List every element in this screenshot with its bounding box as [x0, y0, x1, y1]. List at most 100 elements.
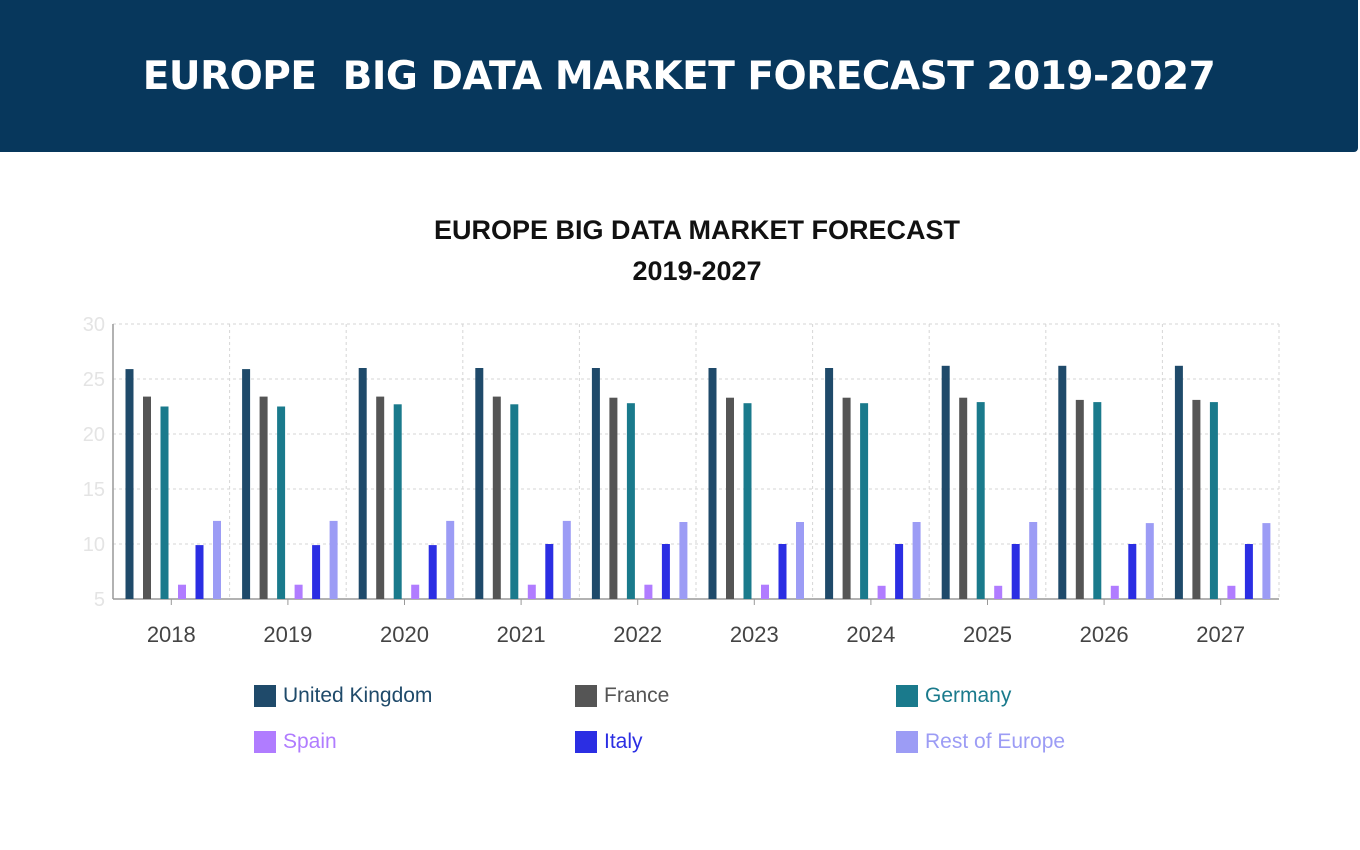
y-tick-label: 10 — [83, 534, 105, 556]
legend-label: Spain — [283, 730, 337, 753]
x-tick-label: 2018 — [147, 622, 196, 647]
bar-italy — [778, 544, 787, 599]
bar-united-kingdom — [941, 365, 950, 599]
bar-france — [726, 397, 734, 599]
bar-spain — [294, 584, 303, 599]
bar-germany — [860, 403, 869, 599]
x-tick-label: 2026 — [1080, 622, 1129, 647]
bar-italy — [661, 544, 670, 599]
y-tick-label: 15 — [83, 479, 105, 501]
bar-italy — [1244, 544, 1253, 599]
chart-title-line-1: EUROPE BIG DATA MARKET FORECAST — [434, 215, 960, 245]
bar-rest-of-europe — [679, 522, 688, 599]
bar-spain — [527, 584, 536, 599]
bar-france — [959, 397, 968, 599]
bar-germany — [1093, 402, 1102, 599]
legend-label: France — [604, 684, 670, 707]
bar-italy — [545, 544, 554, 599]
bar-france — [376, 396, 385, 599]
x-tick-label: 2027 — [1196, 622, 1245, 647]
bar-united-kingdom — [475, 368, 484, 599]
legend-item[interactable]: France — [575, 684, 669, 708]
bar-france — [1192, 399, 1201, 599]
bar-italy — [312, 545, 321, 599]
bar-germany — [1209, 402, 1218, 599]
bar-rest-of-europe — [329, 520, 338, 599]
bar-germany — [393, 404, 402, 599]
bar-united-kingdom — [358, 368, 367, 599]
legend-swatch — [575, 685, 597, 707]
bar-france — [492, 396, 501, 599]
bar-spain — [1110, 585, 1119, 599]
bar-italy — [1128, 544, 1137, 599]
bar-spain — [411, 584, 420, 599]
bar-united-kingdom — [242, 369, 251, 599]
chart-title: EUROPE BIG DATA MARKET FORECAST 2019-202… — [0, 210, 1360, 292]
bar-france — [143, 396, 151, 599]
x-tick-label: 2020 — [380, 622, 429, 647]
bar-france — [609, 397, 618, 599]
y-tick-label: 25 — [83, 369, 105, 391]
legend-item[interactable]: Rest of Europe — [896, 730, 1065, 754]
bar-united-kingdom — [1058, 365, 1067, 599]
bar-germany — [743, 403, 752, 599]
x-tick-label: 2019 — [263, 622, 312, 647]
x-tick-label: 2024 — [846, 622, 895, 647]
bar-germany — [277, 406, 286, 599]
chart-title-line-2: 2019-2027 — [632, 256, 762, 286]
bar-rest-of-europe — [1145, 523, 1154, 599]
bar-spain — [994, 585, 1003, 599]
page-title: EUROPE BIG DATA MARKET FORECAST 2019-202… — [142, 53, 1216, 99]
legend-swatch — [575, 731, 597, 753]
bar-united-kingdom — [125, 369, 134, 599]
legend-item[interactable]: Germany — [896, 684, 1011, 708]
bar-italy — [428, 545, 437, 599]
legend-label: Italy — [604, 730, 643, 753]
legend-swatch — [896, 731, 918, 753]
bar-spain — [1227, 585, 1236, 599]
x-tick-label: 2025 — [963, 622, 1012, 647]
bar-united-kingdom — [591, 368, 600, 599]
bar-spain — [178, 584, 186, 599]
bar-spain — [644, 584, 653, 599]
bar-italy — [1011, 544, 1020, 599]
page-banner: EUROPE BIG DATA MARKET FORECAST 2019-202… — [0, 0, 1358, 152]
y-tick-label: 20 — [83, 424, 105, 446]
bar-united-kingdom — [1174, 365, 1183, 599]
bar-rest-of-europe — [446, 520, 455, 599]
bar-germany — [160, 406, 169, 599]
x-tick-label: 2021 — [497, 622, 546, 647]
bar-germany — [626, 403, 635, 599]
y-tick-label: 30 — [83, 314, 105, 336]
bar-rest-of-europe — [1262, 523, 1271, 599]
bar-rest-of-europe — [213, 520, 221, 599]
legend-swatch — [254, 685, 276, 707]
bar-rest-of-europe — [1029, 522, 1038, 599]
x-tick-label: 2023 — [730, 622, 779, 647]
y-tick-label: 5 — [94, 589, 105, 611]
legend-label: United Kingdom — [283, 684, 433, 707]
bar-italy — [195, 545, 204, 599]
bar-france — [1075, 399, 1084, 599]
bar-united-kingdom — [825, 368, 834, 599]
legend-item[interactable]: Spain — [254, 730, 337, 754]
bar-germany — [976, 402, 985, 599]
legend-item[interactable]: Italy — [575, 730, 643, 754]
bar-spain — [877, 585, 886, 599]
x-tick-label: 2022 — [613, 622, 662, 647]
legend-swatch — [254, 731, 276, 753]
bar-rest-of-europe — [562, 520, 571, 599]
legend-item[interactable]: United Kingdom — [254, 684, 432, 708]
legend-swatch — [896, 685, 918, 707]
bar-germany — [510, 404, 519, 599]
bar-italy — [895, 544, 904, 599]
bar-france — [259, 396, 268, 599]
bar-united-kingdom — [708, 368, 717, 599]
legend-label: Germany — [925, 684, 1012, 707]
legend-label: Rest of Europe — [925, 730, 1066, 753]
bar-rest-of-europe — [796, 522, 804, 599]
bar-france — [842, 397, 851, 599]
bar-rest-of-europe — [912, 522, 921, 599]
bar-spain — [761, 584, 769, 599]
